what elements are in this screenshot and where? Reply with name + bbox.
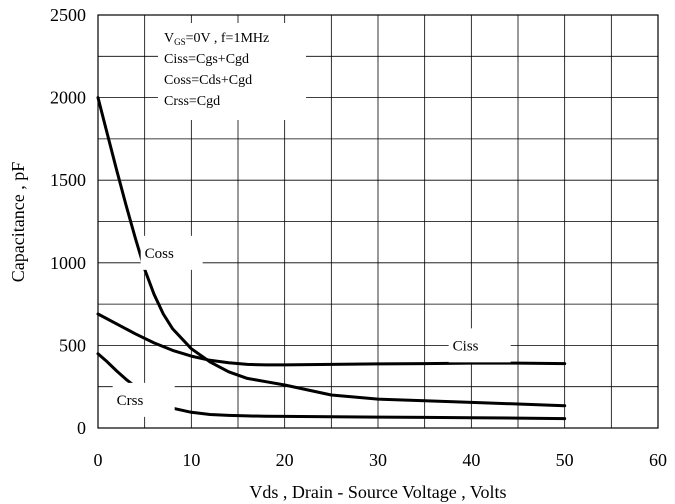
x-axis-label: Vds , Drain - Source Voltage , Volts — [249, 482, 506, 502]
legend-line-crss: Crss=Cgd — [164, 94, 220, 109]
legend-conditions-gs: GS — [174, 37, 186, 47]
legend-conditions-rest: =0V , f=1MHz — [186, 31, 270, 46]
x-tick-label: 50 — [556, 450, 574, 470]
x-tick-label: 40 — [462, 450, 480, 470]
y-tick-label: 2000 — [50, 88, 86, 108]
series-label-ciss: Ciss — [453, 338, 479, 354]
x-tick-label: 20 — [276, 450, 294, 470]
series-label-background — [112, 382, 175, 417]
legend-background — [158, 23, 306, 120]
series-label-crss: Crss — [117, 393, 144, 409]
x-tick-label: 60 — [649, 450, 667, 470]
legend-conditions-v: V — [164, 31, 174, 46]
legend: VGS=0V , f=1MHz Ciss=Cgs+Cgd Coss=Cds+Cg… — [158, 23, 306, 120]
y-tick-label: 2500 — [50, 5, 86, 25]
series-line-ciss — [96, 312, 567, 367]
y-tick-label: 1000 — [50, 253, 86, 273]
x-tick-label: 10 — [182, 450, 200, 470]
legend-line-coss: Coss=Cds+Cgd — [164, 73, 252, 88]
series-line-coss — [96, 96, 567, 408]
series-layer — [96, 96, 567, 421]
series-line-crss — [96, 352, 567, 421]
legend-conditions: VGS=0V , f=1MHz — [164, 31, 269, 47]
y-tick-label: 0 — [77, 418, 86, 438]
y-tick-label: 500 — [59, 335, 86, 355]
x-tick-label: 0 — [94, 450, 103, 470]
series-label-background — [140, 235, 203, 270]
y-tick-label: 1500 — [50, 170, 86, 190]
plot-frame — [97, 14, 659, 429]
series-labels: Coss Ciss Crss — [112, 235, 511, 417]
series-label-coss: Coss — [145, 246, 174, 262]
series-label-background — [448, 328, 511, 363]
legend-line-ciss: Ciss=Cgs+Cgd — [164, 52, 249, 67]
x-tick-label: 30 — [369, 450, 387, 470]
grid-lines — [98, 15, 658, 428]
y-axis-label: Capacitance , pF — [8, 162, 28, 282]
tick-labels: 0 10 20 30 40 50 60 0 500 1000 1500 2000 2500 — [50, 5, 667, 470]
